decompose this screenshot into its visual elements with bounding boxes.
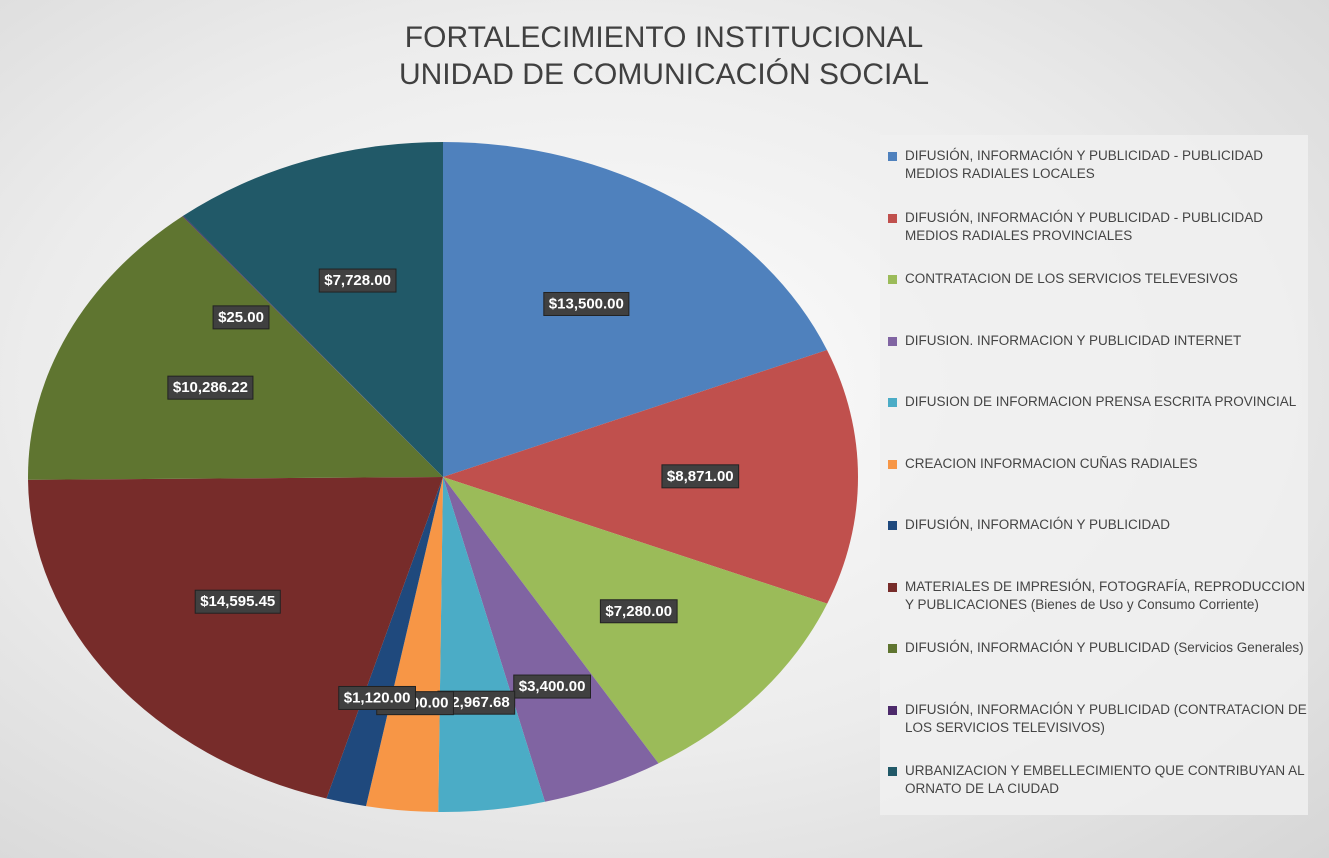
legend-swatch bbox=[888, 644, 897, 653]
legend: DIFUSIÓN, INFORMACIÓN Y PUBLICIDAD - PUB… bbox=[880, 135, 1308, 815]
data-label-text: $8,871.00 bbox=[667, 468, 734, 485]
pie-slice bbox=[443, 142, 827, 477]
data-label-text: $1,120.00 bbox=[344, 689, 411, 706]
data-label: $8,871.00 bbox=[661, 464, 740, 489]
data-label: $2,967.68 bbox=[437, 690, 516, 715]
legend-label: DIFUSIÓN, INFORMACIÓN Y PUBLICIDAD bbox=[905, 517, 1171, 532]
legend-item: DIFUSIÓN, INFORMACIÓN Y PUBLICIDAD bbox=[888, 516, 1317, 534]
legend-swatch bbox=[888, 521, 897, 530]
legend-item: DIFUSION DE INFORMACION PRENSA ESCRITA P… bbox=[888, 393, 1317, 411]
data-label-box bbox=[318, 268, 397, 293]
legend-swatch bbox=[888, 336, 897, 346]
data-label: $7,280.00 bbox=[599, 599, 678, 624]
legend-label: DIFUSIÓN, INFORMACIÓN Y PUBLICIDAD - PUB… bbox=[905, 209, 1264, 243]
data-label-text: $3,400.00 bbox=[519, 678, 586, 695]
data-label: $14,595.45 bbox=[194, 589, 281, 614]
legend-label: DIFUSION. INFORMACION Y PUBLICIDAD INTER… bbox=[905, 332, 1242, 348]
legend-label: MATERIALES DE IMPRESIÓN, FOTOGRAFÍA, REP… bbox=[905, 578, 1306, 612]
legend-item: CONTRATACION DE LOS SERVICIOS TELEVESIVO… bbox=[888, 270, 1317, 288]
legend-swatch bbox=[888, 213, 897, 223]
legend-swatch bbox=[888, 398, 897, 407]
data-label-text: $13,500.00 bbox=[549, 295, 624, 312]
legend-label: DIFUSIÓN, INFORMACIÓN Y PUBLICIDAD - PUB… bbox=[905, 148, 1264, 181]
data-label: $3,400.00 bbox=[513, 674, 591, 699]
legend-label: DIFUSIÓN, INFORMACIÓN Y PUBLICIDAD (Serv… bbox=[905, 640, 1304, 655]
chart-title: FORTALECIMIENTO INSTITUCIONAL bbox=[405, 21, 923, 54]
data-label-text: $7,728.00 bbox=[324, 272, 391, 289]
data-label: $25.00 bbox=[212, 305, 270, 330]
data-label-text: $7,280.00 bbox=[605, 603, 672, 620]
legend-swatch bbox=[888, 275, 897, 284]
data-label: $1,120.00 bbox=[338, 685, 416, 710]
data-label-box bbox=[661, 464, 740, 489]
pie-slice bbox=[28, 216, 444, 480]
legend-label: URBANIZACION Y EMBELLECIMIENTO QUE CONTR… bbox=[905, 763, 1305, 796]
legend-swatch bbox=[888, 459, 897, 469]
chart-title: UNIDAD DE COMUNICACIÓN SOCIAL bbox=[399, 58, 929, 91]
data-label-box bbox=[599, 599, 678, 624]
pie-slice bbox=[326, 477, 443, 807]
legend-item: CREACION INFORMACION CUÑAS RADIALES bbox=[888, 455, 1317, 473]
legend-item: MATERIALES DE IMPRESIÓN, FOTOGRAFÍA, REP… bbox=[888, 578, 1317, 614]
data-label-box bbox=[543, 291, 630, 316]
legend-swatch bbox=[888, 705, 897, 715]
pie-slice bbox=[443, 477, 659, 802]
pie-slice bbox=[28, 477, 444, 799]
legend-item: DIFUSIÓN, INFORMACIÓN Y PUBLICIDAD (CONT… bbox=[888, 701, 1317, 737]
legend-label: CONTRATACION DE LOS SERVICIOS TELEVESIVO… bbox=[905, 271, 1238, 286]
legend-item: DIFUSIÓN, INFORMACIÓN Y PUBLICIDAD - PUB… bbox=[888, 209, 1317, 245]
legend-item: URBANIZACION Y EMBELLECIMIENTO QUE CONTR… bbox=[888, 762, 1317, 798]
data-label-text: $10,286.22 bbox=[173, 379, 248, 396]
legend-label: CREACION INFORMACION CUÑAS RADIALES bbox=[905, 455, 1198, 471]
pie-slice bbox=[438, 477, 545, 813]
pie-slice bbox=[443, 349, 858, 604]
legend-item: DIFUSIÓN, INFORMACIÓN Y PUBLICIDAD (Serv… bbox=[888, 639, 1317, 657]
data-label: $13,500.00 bbox=[543, 291, 630, 316]
pie-slice bbox=[183, 142, 443, 477]
data-label-box bbox=[338, 685, 416, 710]
data-label-box bbox=[167, 375, 254, 400]
legend-item: DIFUSION. INFORMACION Y PUBLICIDAD INTER… bbox=[888, 332, 1317, 350]
legend-label: DIFUSIÓN, INFORMACIÓN Y PUBLICIDAD (CONT… bbox=[905, 701, 1307, 735]
data-label-box bbox=[212, 305, 270, 330]
legend-label: DIFUSION DE INFORMACION PRENSA ESCRITA P… bbox=[905, 394, 1297, 409]
data-label-box bbox=[194, 589, 281, 614]
data-label-box bbox=[513, 674, 591, 699]
data-label-text: $25.00 bbox=[218, 309, 264, 326]
legend-swatch bbox=[888, 582, 897, 592]
legend-swatch bbox=[888, 152, 897, 161]
legend-item: DIFUSIÓN, INFORMACIÓN Y PUBLICIDAD - PUB… bbox=[888, 147, 1317, 183]
data-label-text: $14,595.45 bbox=[200, 593, 275, 610]
pie-slice bbox=[365, 477, 443, 812]
data-label: $7,728.00 bbox=[318, 268, 397, 293]
data-label: $10,286.22 bbox=[167, 375, 254, 400]
pie-slice bbox=[182, 215, 443, 477]
legend-swatch bbox=[888, 767, 897, 776]
data-label-text: $2,967.68 bbox=[443, 694, 510, 711]
